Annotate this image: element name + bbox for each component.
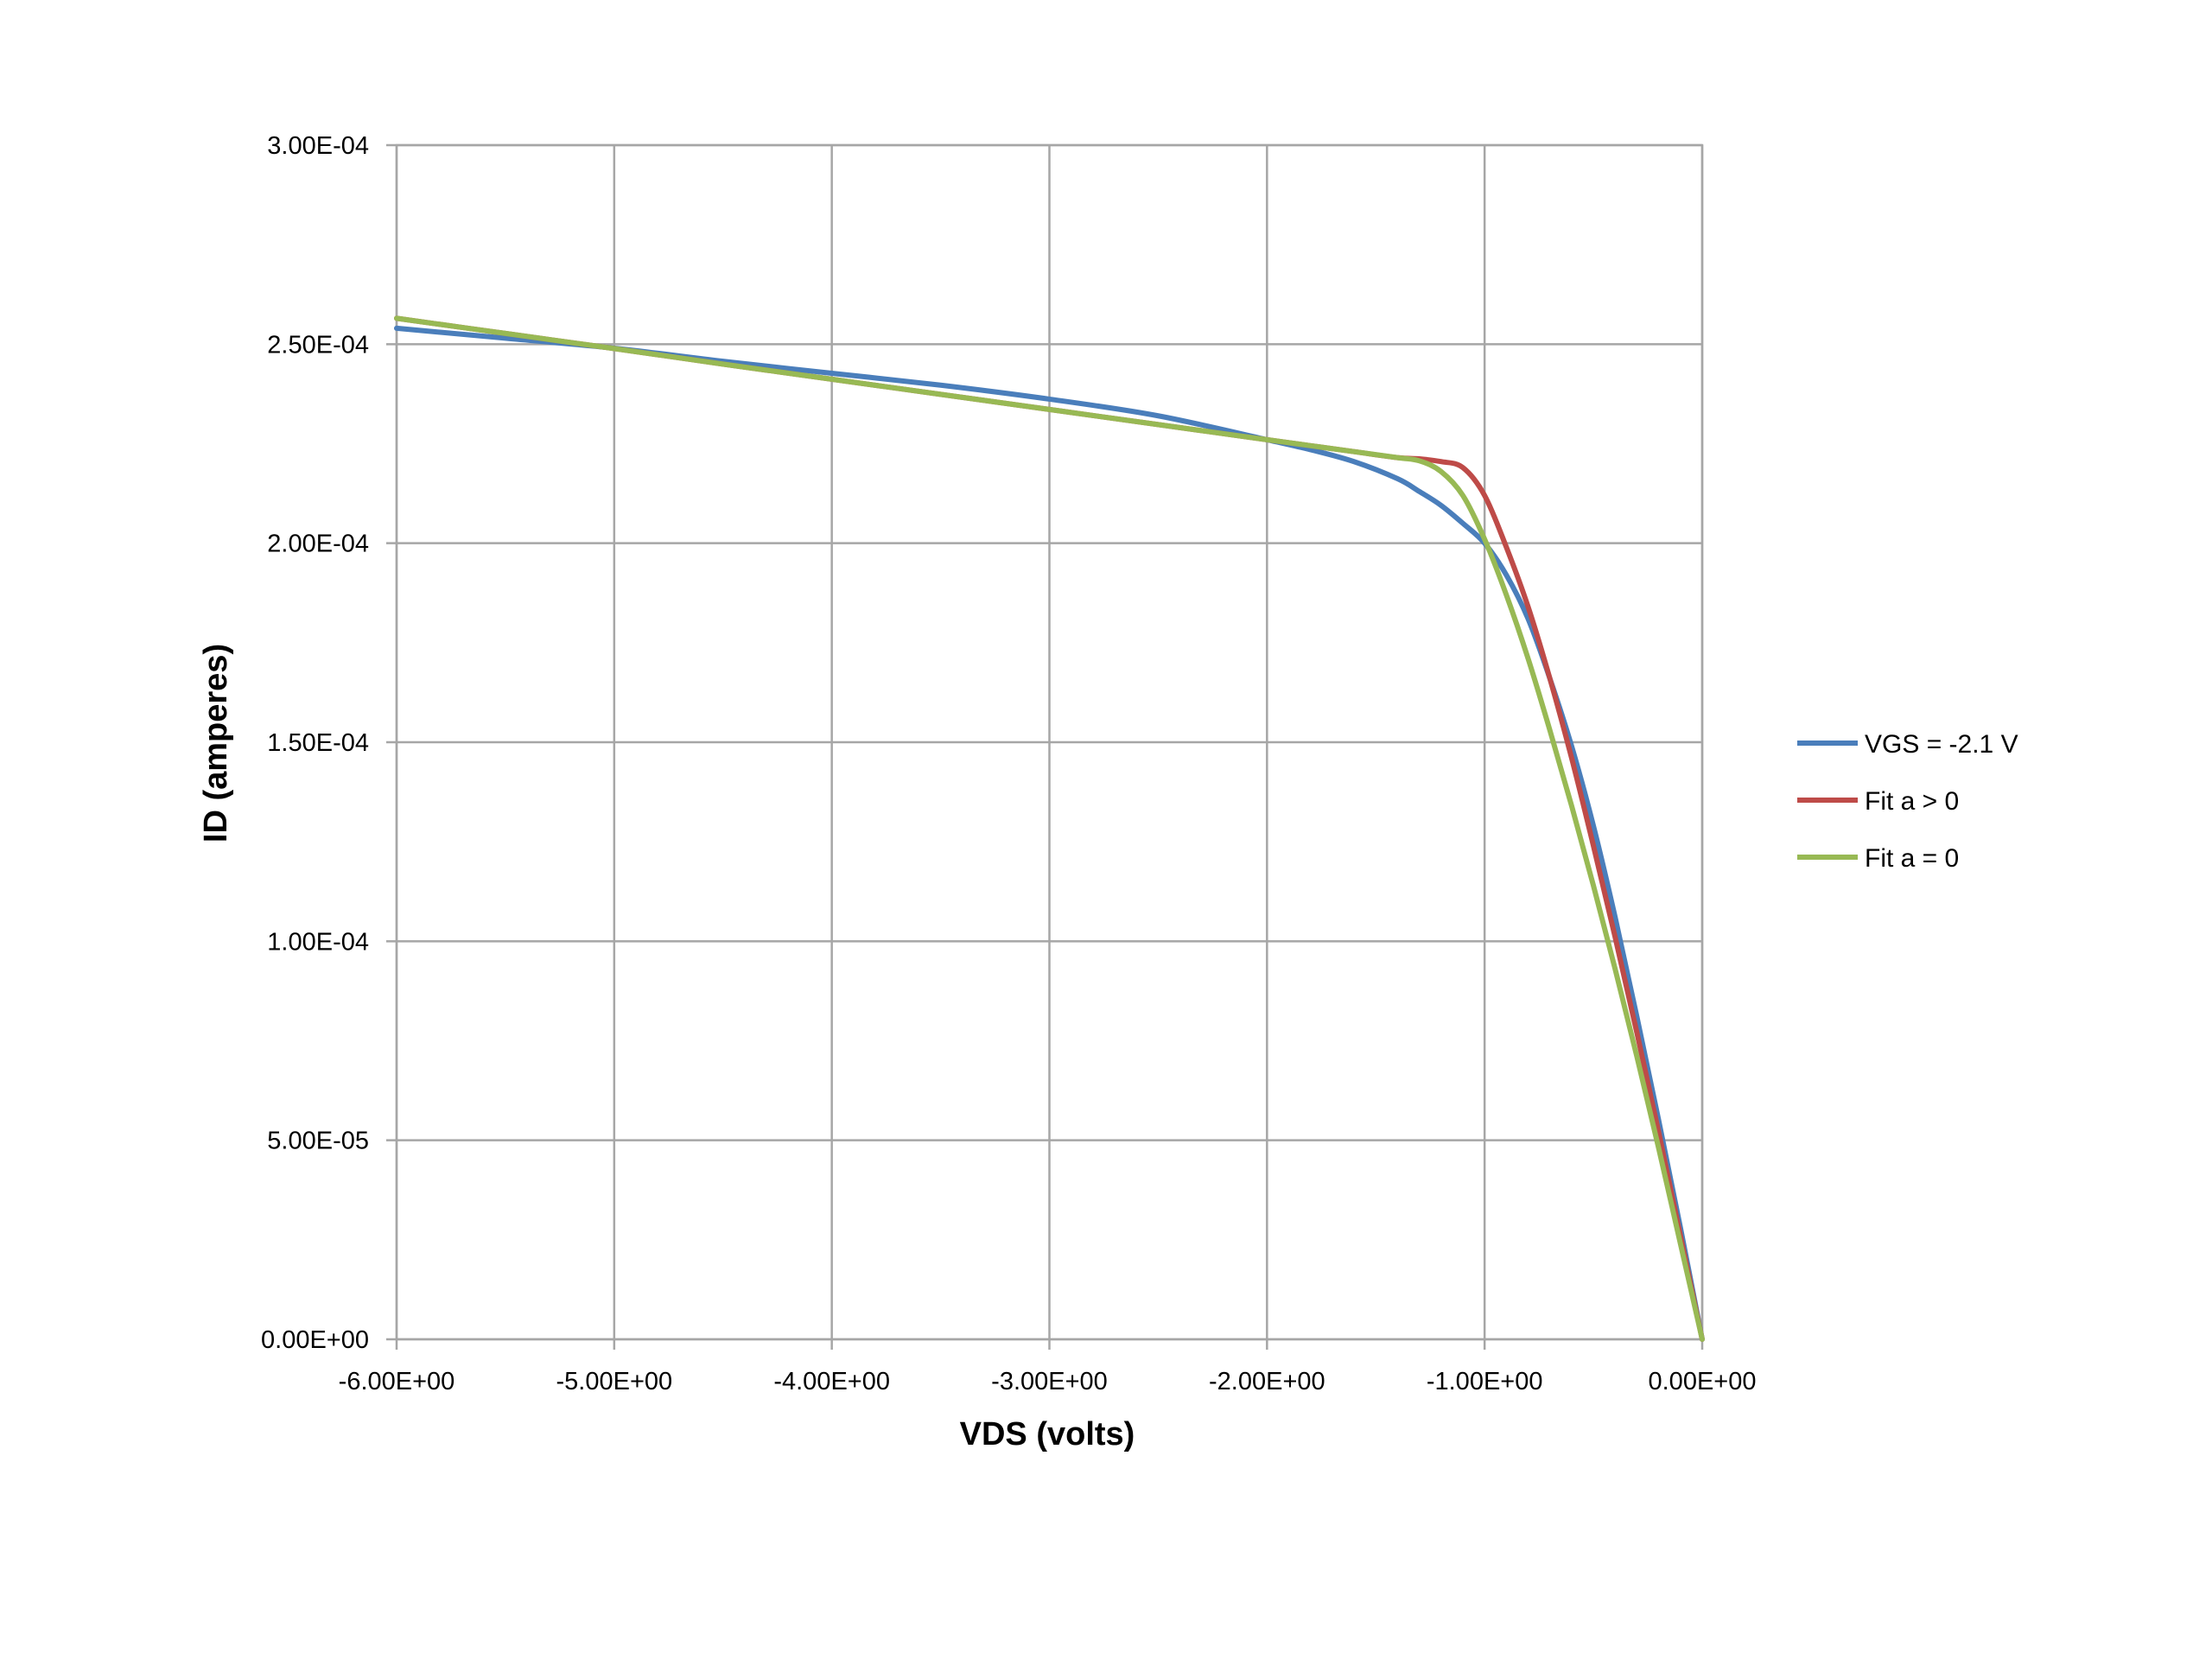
x-tick-label: -3.00E+00 (991, 1368, 1108, 1395)
x-tick-label: 0.00E+00 (1649, 1368, 1757, 1395)
x-tick-label: -1.00E+00 (1427, 1368, 1543, 1395)
y-axis-title: ID (amperes) (198, 644, 234, 842)
series-lines (394, 315, 1705, 1342)
plot-area-border (395, 143, 1704, 1341)
x-tick-label: -4.00E+00 (773, 1368, 890, 1395)
y-tick-label: 3.00E-04 (267, 132, 369, 160)
legend: VGS = -2.1 V Fit a > 0 Fit a = 0 (1797, 730, 2018, 873)
legend-label: VGS = -2.1 V (1865, 730, 2018, 759)
y-tick-label: 2.00E-04 (267, 531, 369, 558)
y-tick-label: 0.00E+00 (261, 1326, 369, 1354)
series-vgs-line (394, 325, 1705, 1342)
y-tick-label: 2.50E-04 (267, 331, 369, 359)
legend-label: Fit a = 0 (1865, 844, 1959, 873)
y-tick-label: 1.00E-04 (267, 928, 369, 956)
legend-label: Fit a > 0 (1865, 787, 1959, 816)
y-axis-tick-labels: 0.00E+00 5.00E-05 1.00E-04 1.50E-04 2.00E-04… (261, 132, 369, 1354)
y-tick-label: 5.00E-05 (267, 1128, 369, 1155)
y-tick-label: 1.50E-04 (267, 729, 369, 757)
x-tick-label: -5.00E+00 (556, 1368, 673, 1395)
x-tick-label: -6.00E+00 (339, 1368, 455, 1395)
legend-item: VGS = -2.1 V (1797, 730, 2018, 759)
x-axis-title: VDS (volts) (960, 1416, 1135, 1452)
legend-item: Fit a = 0 (1797, 844, 1959, 873)
series-fit-a-zero-line (394, 315, 1705, 1342)
x-tick-label: -2.00E+00 (1209, 1368, 1325, 1395)
x-axis-tick-labels: -6.00E+00 -5.00E+00 -4.00E+00 -3.00E+00 -2.0… (339, 1368, 1757, 1395)
legend-item: Fit a > 0 (1797, 787, 1959, 816)
